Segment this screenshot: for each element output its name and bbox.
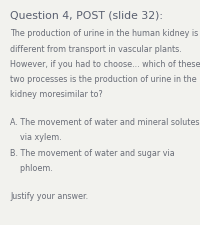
Text: two processes is the production of urine in the: two processes is the production of urine… — [10, 75, 197, 84]
Text: different from transport in vascular plants.: different from transport in vascular pla… — [10, 45, 182, 54]
Text: A. The movement of water and mineral solutes: A. The movement of water and mineral sol… — [10, 118, 200, 127]
Text: phloem.: phloem. — [10, 164, 53, 173]
Text: Justify your answer.: Justify your answer. — [10, 192, 88, 201]
Text: Question 4, POST (slide 32):: Question 4, POST (slide 32): — [10, 10, 163, 20]
Text: B. The movement of water and sugar via: B. The movement of water and sugar via — [10, 149, 175, 158]
Text: via xylem.: via xylem. — [10, 133, 62, 142]
Text: However, if you had to choose... which of these: However, if you had to choose... which o… — [10, 60, 200, 69]
Text: The production of urine in the human kidney is: The production of urine in the human kid… — [10, 29, 198, 38]
Text: kidney moresimilar to?: kidney moresimilar to? — [10, 90, 103, 99]
